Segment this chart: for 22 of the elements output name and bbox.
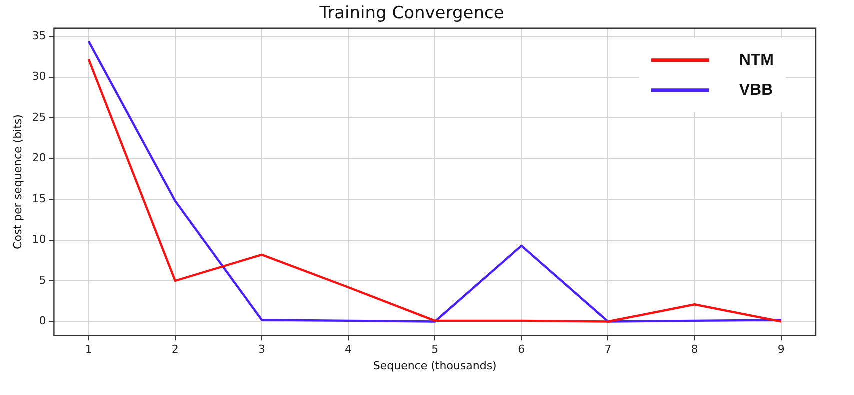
y-axis-title: Cost per sequence (bits) [11, 114, 24, 250]
legend-label: NTM [739, 52, 774, 69]
x-tick-label: 8 [691, 343, 698, 356]
y-tick-label: 5 [39, 274, 46, 287]
y-tick-label: 10 [32, 233, 46, 246]
x-tick-label: 6 [518, 343, 526, 356]
y-tick-label: 15 [32, 192, 46, 206]
y-tick-label: 35 [32, 29, 46, 42]
x-tick-label: 1 [85, 343, 92, 356]
chart-title: Training Convergence [318, 4, 504, 24]
y-tick-label: 30 [32, 70, 46, 84]
x-tick-label: 7 [604, 343, 612, 356]
x-tick-label: 4 [345, 343, 352, 356]
y-tick-label: 20 [32, 152, 46, 165]
legend-label: VBB [739, 82, 774, 99]
x-tick-label: 3 [258, 343, 266, 356]
x-axis-title: Sequence (thousands) [373, 359, 497, 372]
x-tick-label: 2 [172, 343, 179, 356]
y-tick-label: 0 [39, 314, 46, 328]
x-tick-label: 9 [778, 343, 785, 356]
y-tick-label: 25 [32, 110, 46, 124]
x-tick-label: 5 [432, 343, 439, 356]
